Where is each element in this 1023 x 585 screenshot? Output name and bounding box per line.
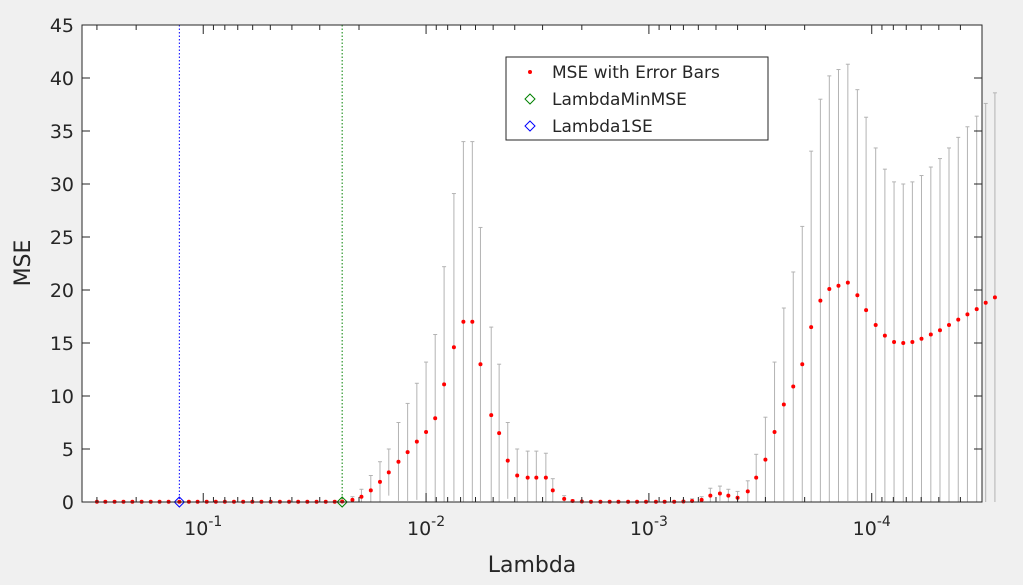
mse-point [937,328,942,333]
reference-lines [178,25,343,502]
mse-point [405,450,410,455]
legend: MSE with Error Bars LambdaMinMSE Lambda1… [505,56,769,141]
lambdaminmse-marker [336,496,348,508]
mse-point [461,319,466,324]
mse-point [543,475,548,480]
mse-point [515,473,520,478]
mse-point [910,339,915,344]
mse-point [809,325,814,330]
x-tick-label: 10-3 [630,514,668,540]
mse-point [772,430,777,435]
y-tick-label: 5 [62,439,74,461]
mse-point [708,493,713,498]
legend-mse-marker [528,70,532,74]
mse-point [754,475,759,480]
mse-point [992,295,997,300]
x-axis-label: Lambda [488,553,577,578]
mse-point [414,439,419,444]
y-tick-label: 10 [50,386,74,408]
x-tick-label: 10-4 [853,514,891,540]
mse-point [433,416,438,421]
y-axis-label: MSE [11,240,36,287]
mse-point [451,345,456,350]
legend-lambda1se-marker [524,120,536,132]
y-tick-label: 15 [50,333,74,355]
mse-point [442,382,447,387]
mse-point [340,499,345,504]
legend-mse-label: MSE with Error Bars [552,63,720,83]
mse-point [745,489,750,494]
mse-point [983,300,988,305]
legend-lambdaminmse-label: LambdaMinMSE [552,90,687,110]
mse-point [726,493,731,498]
mse-point [836,283,841,288]
mse-point [699,497,704,502]
mse-point [791,384,796,389]
mse-point [901,341,906,345]
mse-point [873,322,878,327]
legend-lambdaminmse-marker [524,93,536,105]
y-tick-label: 45 [50,15,74,37]
mse-point [763,457,768,462]
y-tick-label: 25 [50,227,74,249]
lambda-markers [173,496,348,508]
mse-point [396,459,401,464]
legend-lambda1se-label: Lambda1SE [552,117,653,137]
x-tick-label: 10-1 [184,514,222,540]
mse-point [550,488,555,493]
mse-point [497,431,502,436]
mse-point [386,470,391,475]
mse-point [855,293,860,298]
y-tick-label: 40 [50,68,74,90]
mse-point [845,280,850,285]
mse-point [928,332,933,337]
x-axis: 10-1 10-2 10-3 10-4 [96,25,961,540]
y-tick-label: 35 [50,121,74,143]
mse-point [818,298,823,303]
plot-frame [81,24,983,503]
mse-point [478,362,483,367]
lambda1se-marker [173,496,186,508]
legend-box [505,56,769,141]
mse-point [827,286,832,291]
y-tick-label: 0 [62,492,74,514]
mse-point [947,322,952,327]
mse-point [892,339,897,344]
mse-point [919,336,924,341]
mse-point [864,308,869,313]
y-tick-label: 30 [50,174,74,196]
mse-point [534,475,539,480]
mse-point [525,475,530,480]
mse-point [359,494,364,499]
mse-point [781,402,786,407]
data-points [94,280,997,504]
mse-point [505,458,510,463]
mse-point [882,333,887,338]
mse-point [424,430,429,435]
mse-point [965,312,970,317]
mse-point [800,362,805,367]
mse-point [368,488,373,493]
y-axis: 0 5 10 15 20 25 30 35 40 45 [50,15,982,514]
mse-point [717,491,722,496]
mse-point [489,413,494,418]
x-tick-label: 10-2 [407,514,445,540]
mse-point [350,497,355,502]
mse-point [377,479,382,484]
mse-point [562,496,567,501]
mse-point [470,319,475,324]
y-tick-label: 20 [50,280,74,302]
mse-point [974,307,979,312]
mse-point [956,317,961,322]
